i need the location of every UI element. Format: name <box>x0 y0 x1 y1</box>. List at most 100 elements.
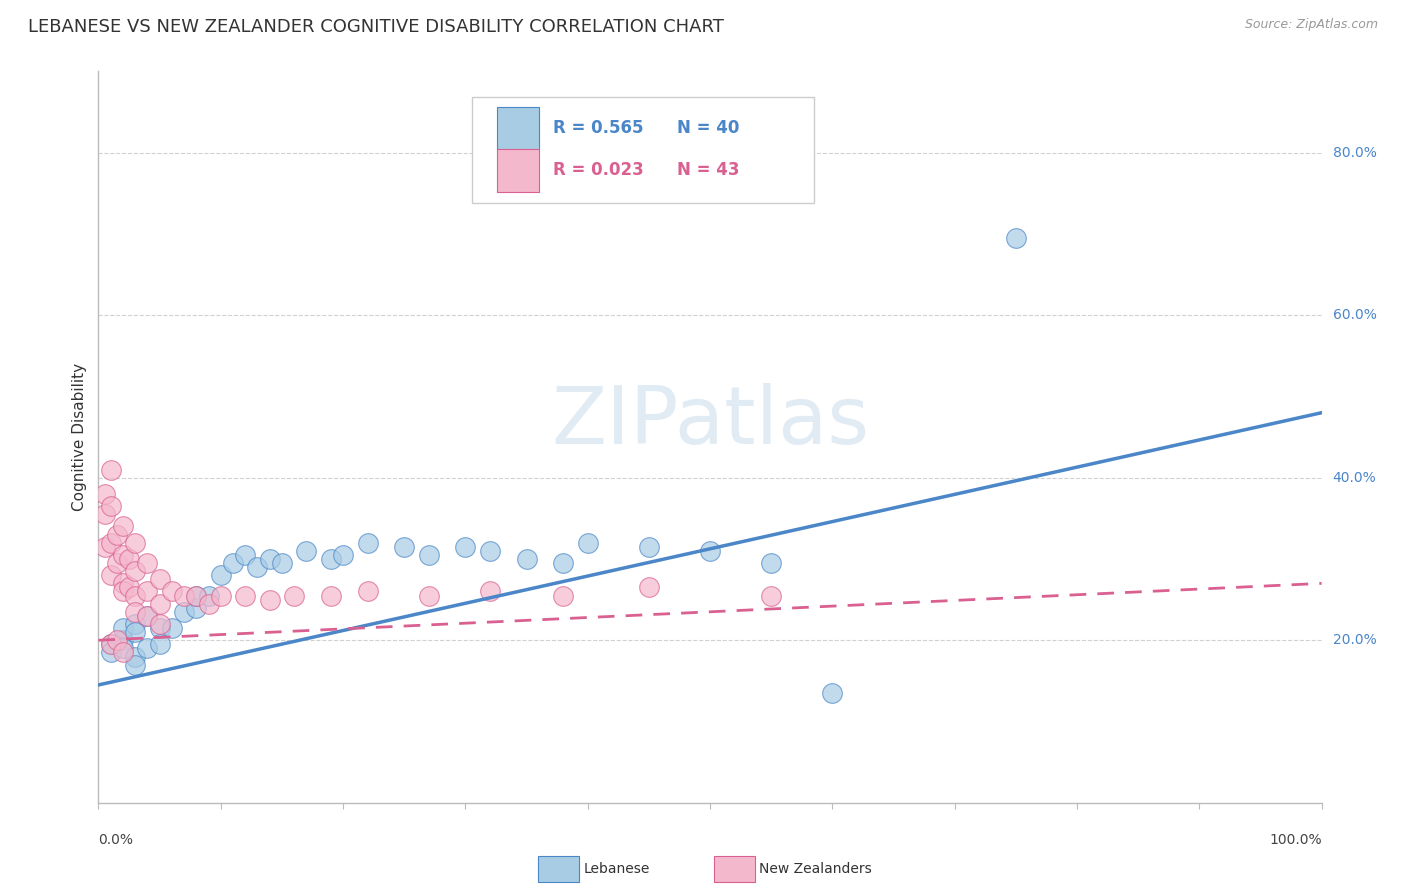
Point <box>124 535 146 549</box>
Point <box>319 552 342 566</box>
Point <box>124 617 146 632</box>
Text: N = 40: N = 40 <box>678 120 740 137</box>
Point <box>283 589 305 603</box>
Point <box>418 589 440 603</box>
Point <box>149 637 172 651</box>
Point <box>136 608 159 623</box>
Point <box>270 556 294 570</box>
Point <box>761 589 783 603</box>
Point <box>111 576 134 591</box>
Point <box>105 527 128 541</box>
FancyBboxPatch shape <box>498 107 538 150</box>
Point <box>576 535 599 549</box>
Text: N = 43: N = 43 <box>678 161 740 179</box>
Point <box>111 641 134 656</box>
Point <box>186 600 208 615</box>
Point <box>93 508 115 522</box>
Point <box>478 584 501 599</box>
Point <box>356 535 378 549</box>
Point <box>124 657 146 672</box>
Point <box>124 564 146 578</box>
Point <box>553 589 575 603</box>
Point <box>111 621 134 635</box>
Point <box>197 589 219 603</box>
Text: LEBANESE VS NEW ZEALANDER COGNITIVE DISABILITY CORRELATION CHART: LEBANESE VS NEW ZEALANDER COGNITIVE DISA… <box>28 18 724 36</box>
Point <box>515 552 537 566</box>
Point <box>149 617 172 632</box>
FancyBboxPatch shape <box>471 97 814 203</box>
Point <box>173 605 195 619</box>
FancyBboxPatch shape <box>498 149 538 192</box>
Point <box>111 645 134 659</box>
Point <box>124 625 146 640</box>
Point <box>149 572 172 586</box>
Point <box>319 589 342 603</box>
Point <box>100 535 122 549</box>
Point <box>105 633 128 648</box>
Point <box>186 589 208 603</box>
Point <box>149 597 172 611</box>
Point <box>222 556 245 570</box>
Point <box>124 605 146 619</box>
Text: Source: ZipAtlas.com: Source: ZipAtlas.com <box>1244 18 1378 31</box>
Point <box>93 540 115 554</box>
Point <box>111 633 134 648</box>
Point <box>111 548 134 562</box>
Point <box>100 568 122 582</box>
Point <box>100 645 122 659</box>
Point <box>637 581 661 595</box>
Point <box>553 556 575 570</box>
Point <box>392 540 416 554</box>
Point <box>1004 231 1026 245</box>
Point <box>209 568 232 582</box>
Point <box>118 552 141 566</box>
Point <box>136 641 159 656</box>
Point <box>197 597 219 611</box>
Point <box>136 556 159 570</box>
Text: 60.0%: 60.0% <box>1333 308 1376 322</box>
Point <box>136 584 159 599</box>
Point <box>637 540 661 554</box>
Point <box>209 589 232 603</box>
Point <box>233 589 256 603</box>
Point <box>233 548 256 562</box>
Point <box>111 584 134 599</box>
Text: Lebanese: Lebanese <box>583 862 650 876</box>
Y-axis label: Cognitive Disability: Cognitive Disability <box>72 363 87 511</box>
Point <box>173 589 195 603</box>
Point <box>259 592 281 607</box>
Point <box>111 519 134 533</box>
Text: R = 0.565: R = 0.565 <box>554 120 644 137</box>
Point <box>259 552 281 566</box>
Text: 100.0%: 100.0% <box>1270 833 1322 847</box>
Point <box>246 560 269 574</box>
Point <box>699 544 721 558</box>
Point <box>124 589 146 603</box>
Point <box>761 556 783 570</box>
Point <box>100 637 122 651</box>
Point <box>124 649 146 664</box>
Point <box>118 581 141 595</box>
Point <box>454 540 477 554</box>
Text: ZIPatlas: ZIPatlas <box>551 384 869 461</box>
Point <box>149 621 172 635</box>
Point <box>160 584 183 599</box>
Point <box>186 589 208 603</box>
Text: 80.0%: 80.0% <box>1333 145 1376 160</box>
Point <box>821 686 844 700</box>
Point <box>100 462 122 476</box>
Point <box>100 637 122 651</box>
Point <box>160 621 183 635</box>
Point <box>136 608 159 623</box>
Point <box>93 487 115 501</box>
Point <box>295 544 318 558</box>
Text: R = 0.023: R = 0.023 <box>554 161 644 179</box>
Point <box>100 499 122 513</box>
Text: 0.0%: 0.0% <box>98 833 134 847</box>
Text: 20.0%: 20.0% <box>1333 633 1376 648</box>
Text: New Zealanders: New Zealanders <box>759 862 872 876</box>
Point <box>356 584 378 599</box>
Point <box>105 556 128 570</box>
Point <box>418 548 440 562</box>
Point <box>332 548 354 562</box>
